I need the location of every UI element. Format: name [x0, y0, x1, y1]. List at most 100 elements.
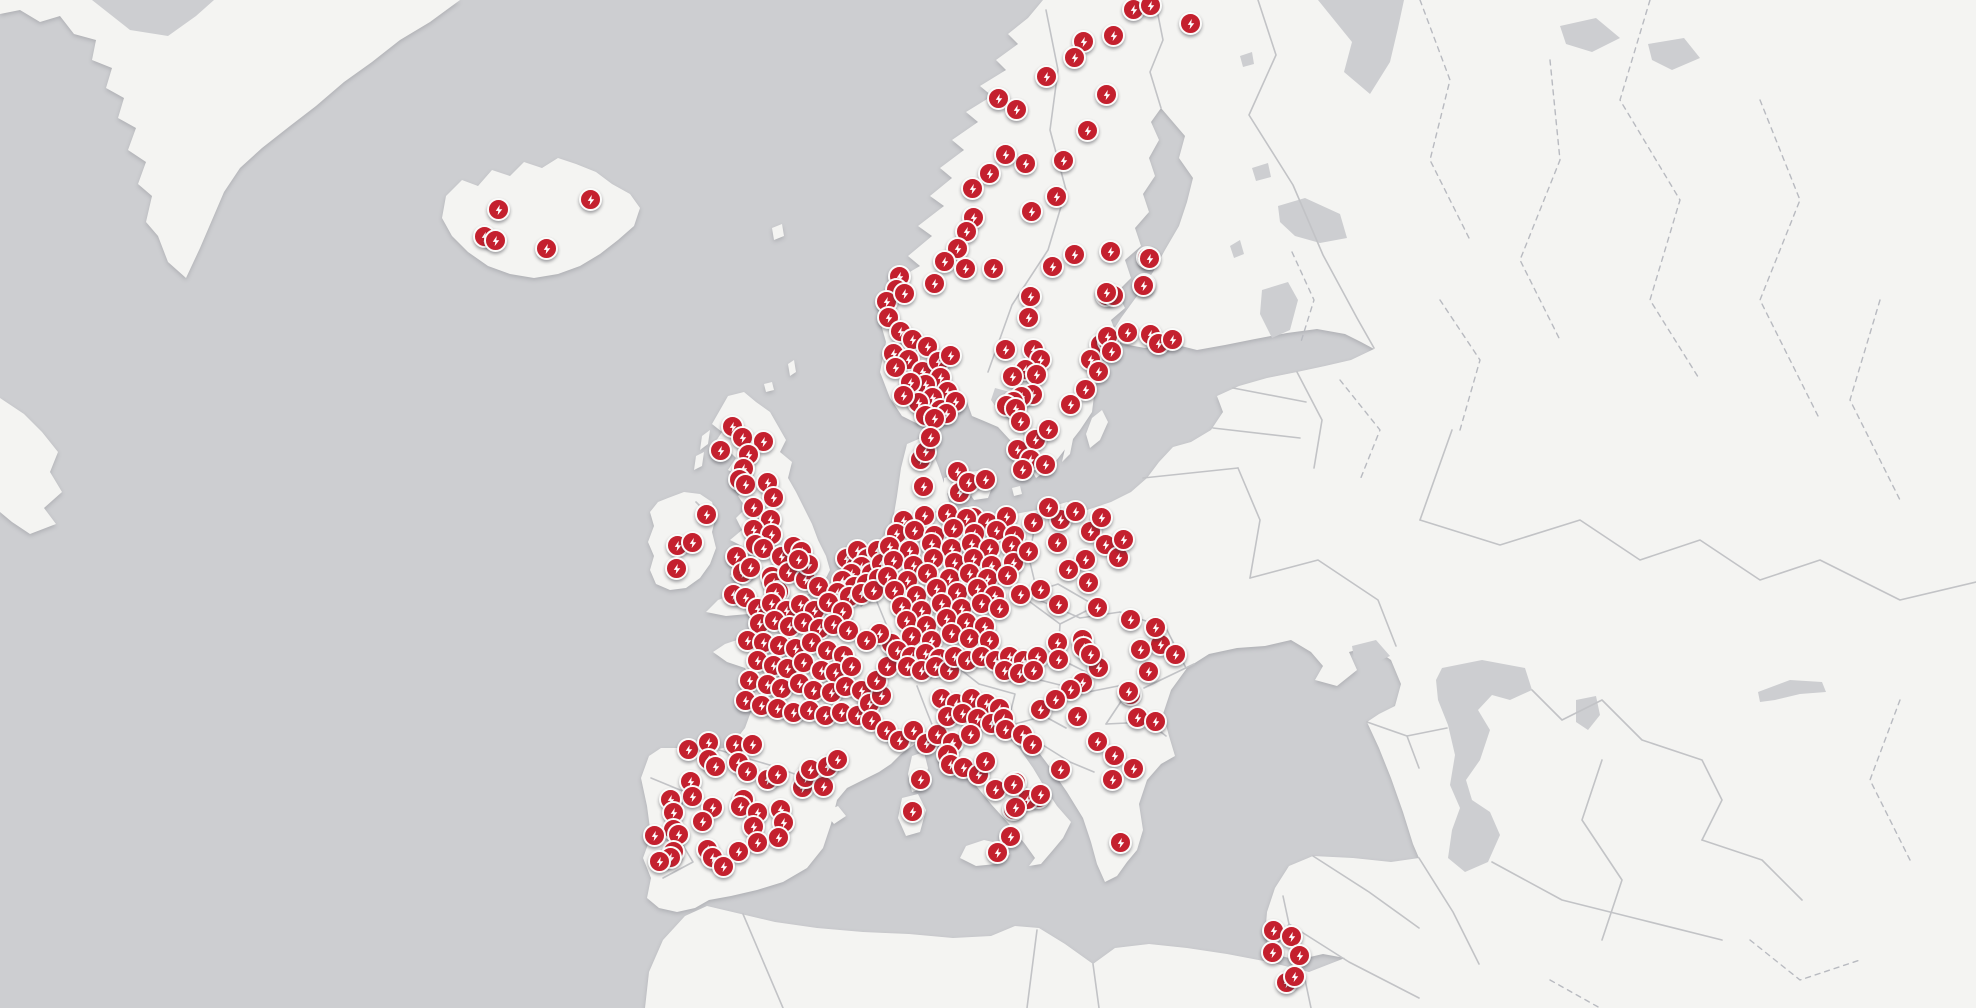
supercharger-pin[interactable]: [734, 473, 757, 496]
supercharger-pin[interactable]: [1066, 705, 1089, 728]
supercharger-pin[interactable]: [665, 557, 688, 580]
supercharger-pin[interactable]: [1052, 149, 1075, 172]
supercharger-pin[interactable]: [959, 723, 982, 746]
supercharger-pin[interactable]: [1144, 710, 1167, 733]
supercharger-pin[interactable]: [1045, 185, 1068, 208]
supercharger-pin[interactable]: [695, 503, 718, 526]
supercharger-pin[interactable]: [1086, 596, 1109, 619]
supercharger-pin[interactable]: [681, 785, 704, 808]
supercharger-pin[interactable]: [996, 564, 1019, 587]
supercharger-pin[interactable]: [1047, 648, 1070, 671]
supercharger-pin[interactable]: [1117, 680, 1140, 703]
supercharger-pin[interactable]: [1022, 511, 1045, 534]
supercharger-pin[interactable]: [1063, 46, 1086, 69]
supercharger-pin[interactable]: [766, 763, 789, 786]
supercharger-pin[interactable]: [939, 344, 962, 367]
supercharger-pin[interactable]: [1079, 643, 1102, 666]
supercharger-pin[interactable]: [1283, 965, 1306, 988]
supercharger-pin[interactable]: [739, 556, 762, 579]
supercharger-pin[interactable]: [1261, 941, 1284, 964]
supercharger-pin[interactable]: [1102, 24, 1125, 47]
supercharger-pin[interactable]: [1037, 496, 1060, 519]
supercharger-pin[interactable]: [704, 755, 727, 778]
supercharger-pin[interactable]: [1077, 571, 1100, 594]
supercharger-pin[interactable]: [709, 439, 732, 462]
supercharger-pin[interactable]: [1029, 783, 1052, 806]
supercharger-pin[interactable]: [1034, 453, 1057, 476]
supercharger-pin[interactable]: [762, 486, 785, 509]
supercharger-pin[interactable]: [884, 356, 907, 379]
supercharger-pin[interactable]: [746, 831, 769, 854]
supercharger-pin[interactable]: [923, 272, 946, 295]
supercharger-pin[interactable]: [1014, 152, 1037, 175]
supercharger-pin[interactable]: [1009, 583, 1032, 606]
supercharger-pin[interactable]: [1095, 83, 1118, 106]
supercharger-pin[interactable]: [1101, 768, 1124, 791]
supercharger-pin[interactable]: [1017, 540, 1040, 563]
supercharger-pin[interactable]: [1116, 321, 1139, 344]
supercharger-pin[interactable]: [1074, 378, 1097, 401]
supercharger-pin[interactable]: [1057, 558, 1080, 581]
supercharger-pin[interactable]: [1100, 340, 1123, 363]
supercharger-pin[interactable]: [1005, 98, 1028, 121]
supercharger-pin[interactable]: [1138, 247, 1161, 270]
supercharger-pin[interactable]: [1099, 240, 1122, 263]
supercharger-pin[interactable]: [1011, 458, 1034, 481]
supercharger-pin[interactable]: [974, 468, 997, 491]
supercharger-pin[interactable]: [961, 177, 984, 200]
supercharger-pin[interactable]: [1122, 757, 1145, 780]
supercharger-pin[interactable]: [1020, 200, 1043, 223]
supercharger-pin[interactable]: [1049, 758, 1072, 781]
supercharger-pin[interactable]: [1109, 831, 1132, 854]
supercharger-pin[interactable]: [1019, 285, 1042, 308]
supercharger-pin[interactable]: [767, 826, 790, 849]
supercharger-pin[interactable]: [988, 597, 1011, 620]
supercharger-pin[interactable]: [1103, 744, 1126, 767]
supercharger-pin[interactable]: [1063, 243, 1086, 266]
supercharger-pin[interactable]: [1288, 944, 1311, 967]
supercharger-pin[interactable]: [1112, 528, 1135, 551]
supercharger-pin[interactable]: [1044, 688, 1067, 711]
supercharger-pin[interactable]: [712, 855, 735, 878]
supercharger-pin[interactable]: [982, 257, 1005, 280]
supercharger-pin[interactable]: [648, 850, 671, 873]
supercharger-pin[interactable]: [1037, 418, 1060, 441]
supercharger-pin[interactable]: [1029, 578, 1052, 601]
supercharger-pin[interactable]: [1144, 616, 1167, 639]
supercharger-pin[interactable]: [787, 548, 810, 571]
supercharger-pin[interactable]: [1002, 773, 1025, 796]
supercharger-pin[interactable]: [1017, 306, 1040, 329]
supercharger-pin[interactable]: [933, 250, 956, 273]
supercharger-pin[interactable]: [909, 768, 932, 791]
supercharger-pin[interactable]: [1179, 12, 1202, 35]
supercharger-pin[interactable]: [855, 629, 878, 652]
supercharger-pin[interactable]: [1035, 65, 1058, 88]
supercharger-pin[interactable]: [643, 824, 666, 847]
supercharger-pin[interactable]: [954, 257, 977, 280]
supercharger-pin[interactable]: [994, 143, 1017, 166]
supercharger-pin[interactable]: [974, 750, 997, 773]
supercharger-pin[interactable]: [999, 825, 1022, 848]
supercharger-pin[interactable]: [1095, 281, 1118, 304]
supercharger-pin[interactable]: [893, 282, 916, 305]
supercharger-pin[interactable]: [681, 531, 704, 554]
supercharger-pin[interactable]: [1064, 500, 1087, 523]
supercharger-pin[interactable]: [1119, 608, 1142, 631]
supercharger-pin[interactable]: [994, 338, 1017, 361]
supercharger-pin[interactable]: [1087, 360, 1110, 383]
supercharger-pin[interactable]: [741, 733, 764, 756]
supercharger-pin[interactable]: [912, 475, 935, 498]
supercharger-pin[interactable]: [484, 229, 507, 252]
supercharger-pin[interactable]: [826, 748, 849, 771]
supercharger-pin[interactable]: [1046, 531, 1069, 554]
supercharger-pin[interactable]: [487, 198, 510, 221]
supercharger-pin[interactable]: [978, 162, 1001, 185]
supercharger-pin[interactable]: [1129, 638, 1152, 661]
supercharger-pin[interactable]: [1022, 659, 1045, 682]
supercharger-pin[interactable]: [1139, 0, 1162, 17]
supercharger-pin[interactable]: [1009, 410, 1032, 433]
supercharger-pin[interactable]: [1132, 274, 1155, 297]
supercharger-pin[interactable]: [1161, 328, 1184, 351]
supercharger-pin[interactable]: [919, 426, 942, 449]
supercharger-pin[interactable]: [987, 87, 1010, 110]
